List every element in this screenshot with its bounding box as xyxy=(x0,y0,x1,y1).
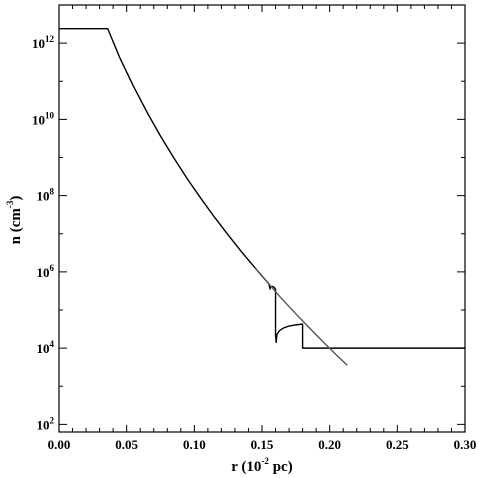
x-tick-label: 0.00 xyxy=(48,437,71,452)
y-tick-label: 104 xyxy=(37,339,55,356)
axis-ticks: 0.00 0.05 0.10 0.15 0.20 0.25 0.30 102 104 106 108… xyxy=(32,4,477,452)
series-line-1 xyxy=(59,27,465,349)
x-tick-label: 0.05 xyxy=(115,437,138,452)
x-axis-label: r (10-2 pc) xyxy=(231,456,292,475)
series-line-2 xyxy=(254,267,348,366)
plot-frame xyxy=(58,4,466,433)
y-tick-label: 106 xyxy=(37,263,55,280)
x-tick-label: 0.20 xyxy=(318,437,341,452)
x-tick-label: 0.30 xyxy=(454,437,477,452)
y-tick-label: 1012 xyxy=(32,34,55,51)
y-axis-label: n (cm-3) xyxy=(5,196,24,245)
y-tick-label: 1010 xyxy=(32,110,55,127)
chart-series xyxy=(59,27,465,366)
x-tick-label: 0.25 xyxy=(386,437,409,452)
y-tick-label: 108 xyxy=(37,187,55,204)
y-tick-label: 102 xyxy=(37,415,55,432)
x-tick-label: 0.10 xyxy=(183,437,206,452)
x-tick-label: 0.15 xyxy=(251,437,274,452)
